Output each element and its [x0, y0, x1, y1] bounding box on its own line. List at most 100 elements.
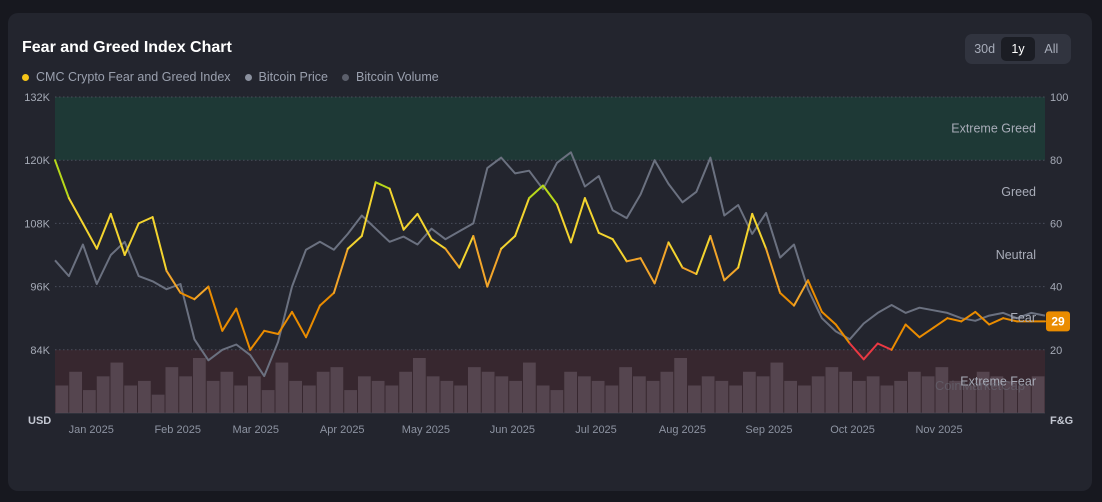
fear-greed-segment: [332, 247, 349, 294]
fear-greed-segment: [95, 212, 112, 250]
zone-label: Greed: [1001, 185, 1036, 199]
volume-bar: [908, 371, 921, 413]
chart-title: Fear and Greed Index Chart: [22, 39, 232, 56]
volume-bar: [550, 390, 564, 413]
legend-item-fear-greed[interactable]: CMC Crypto Fear and Greed Index: [22, 70, 231, 84]
fear-greed-layer: [54, 159, 1046, 361]
fear-greed-segment: [486, 247, 503, 288]
fear-greed-segment: [834, 323, 851, 345]
fear-greed-segment: [542, 184, 558, 206]
fear-greed-segment: [137, 216, 154, 225]
fear-greed-segment: [918, 326, 935, 339]
left-axis-tick: 120K: [24, 155, 50, 167]
volume-bar: [289, 380, 302, 413]
fear-greed-segment: [207, 285, 224, 332]
fear-greed-segment: [291, 310, 307, 339]
fear-greed-segment: [569, 197, 586, 244]
volume-bar: [110, 362, 124, 413]
right-axis-tick: 20: [1050, 345, 1062, 357]
volume-bar: [784, 380, 797, 413]
volume-bar: [976, 371, 990, 413]
volume-bar: [69, 371, 82, 413]
volume-bar: [248, 376, 261, 413]
volume-bar: [83, 390, 96, 413]
range-1y-button[interactable]: 1y: [1001, 37, 1035, 61]
volume-bar: [935, 367, 949, 413]
right-axis-tick: 60: [1050, 218, 1062, 230]
right-axis-unit: F&G: [1050, 415, 1073, 427]
volume-bar: [179, 376, 192, 413]
fear-greed-segment: [1002, 317, 1019, 323]
x-axis-tick: May 2025: [402, 424, 450, 436]
volume-bar: [591, 380, 605, 413]
fear-greed-segment: [709, 235, 726, 282]
volume-bar: [605, 385, 619, 413]
volume-bar: [151, 394, 165, 413]
grid-layer: [55, 96, 1045, 414]
legend-label-bitcoin-price: Bitcoin Price: [258, 70, 329, 84]
fear-greed-segment: [974, 310, 991, 326]
volume-bar: [811, 376, 825, 413]
fear-greed-segment: [765, 247, 782, 294]
fear-greed-segment: [737, 212, 754, 269]
legend-item-bitcoin-price[interactable]: Bitcoin Price: [244, 70, 329, 84]
fear-greed-segment: [54, 159, 70, 200]
volume-bar: [316, 371, 330, 413]
x-axis-tick: Nov 2025: [915, 424, 962, 436]
fear-greed-segment: [946, 317, 963, 323]
fear-greed-segment: [416, 212, 433, 241]
volume-bar: [963, 385, 976, 413]
time-range-selector: 30d 1y All: [965, 34, 1071, 64]
fear-greed-segment: [179, 291, 196, 301]
legend-label-fear-greed: CMC Crypto Fear and Greed Index: [36, 70, 231, 84]
volume-bar: [220, 371, 234, 413]
volume-bar: [839, 371, 852, 413]
fear-greed-segment: [193, 285, 210, 301]
fear-greed-segment: [165, 269, 182, 294]
volume-bar: [55, 385, 69, 413]
fear-greed-segment: [848, 342, 865, 361]
volume-bar: [633, 376, 646, 413]
x-axis-tick: Feb 2025: [154, 424, 200, 436]
fear-greed-segment: [556, 203, 572, 244]
volume-bar: [344, 390, 357, 413]
fear-greed-segment: [625, 257, 642, 263]
volume-bar: [454, 385, 467, 413]
legend-item-bitcoin-volume[interactable]: Bitcoin Volume: [342, 70, 439, 84]
fear-greed-segment: [249, 329, 266, 351]
volume-bar: [1004, 380, 1017, 413]
volume-bar: [358, 376, 371, 413]
fear-greed-segment: [151, 216, 168, 272]
x-axis-tick: Oct 2025: [830, 424, 875, 436]
legend-dot-bitcoin-price: [244, 73, 252, 81]
fear-greed-segment: [751, 212, 768, 250]
volume-bar: [124, 385, 137, 413]
fear-greed-segment: [109, 212, 126, 256]
volume-bar: [206, 380, 220, 413]
bitcoin-price-line: [54, 151, 1046, 378]
volume-bar: [1018, 385, 1031, 413]
fear-greed-segment: [500, 235, 517, 250]
fear-greed-segment: [597, 231, 614, 241]
fear-greed-segment: [611, 238, 628, 263]
volume-bar: [770, 362, 784, 413]
x-axis-tick: Sep 2025: [745, 424, 792, 436]
fear-greed-segment: [458, 235, 475, 269]
volume-bar: [426, 376, 440, 413]
right-axis-tick: 100: [1050, 92, 1068, 104]
volume-bar: [646, 380, 660, 413]
fear-greed-segment: [514, 197, 531, 237]
legend-label-bitcoin-volume: Bitcoin Volume: [356, 70, 439, 84]
volume-bar: [756, 376, 770, 413]
range-30d-button[interactable]: 30d: [974, 42, 996, 56]
volume-bar: [138, 380, 151, 413]
volume-bar: [234, 385, 247, 413]
volume-bar: [165, 367, 179, 413]
fear-greed-segment: [583, 197, 600, 234]
fear-greed-segment: [388, 187, 405, 231]
x-axis-tick: Apr 2025: [320, 424, 365, 436]
zone-label: Extreme Greed: [951, 122, 1036, 136]
range-all-button[interactable]: All: [1044, 42, 1059, 56]
fear-greed-segment: [305, 304, 321, 339]
x-axis-tick: Aug 2025: [659, 424, 706, 436]
